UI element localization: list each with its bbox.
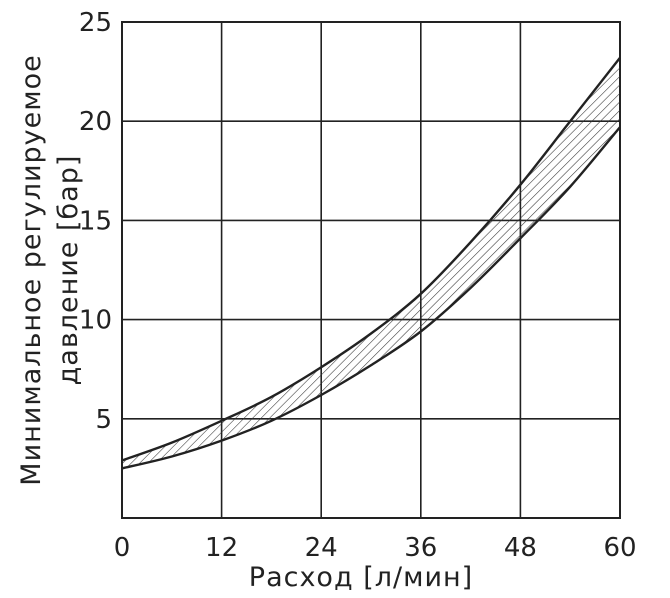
x-tick-label-36: 36	[404, 533, 437, 563]
x-axis-label: Расход [л/мин]	[249, 562, 473, 593]
pressure-band-hatched	[122, 57, 620, 469]
x-tick-label-0: 0	[114, 533, 131, 563]
x-tick-label-60: 60	[603, 533, 636, 563]
y-tick-label-20: 20	[79, 107, 112, 137]
lower-boundary-line	[121, 126, 621, 470]
y-tick-label-10: 10	[79, 306, 112, 336]
y-tick-label-5: 5	[95, 405, 112, 435]
y-tick-label-15: 15	[79, 206, 112, 236]
y-axis-label-line2: давление [бар]	[53, 155, 84, 386]
x-tick-label-48: 48	[504, 533, 537, 563]
plot-frame	[121, 21, 621, 519]
y-axis-label-line1: Минимальное регулируемое	[16, 54, 47, 485]
grid-lines	[122, 22, 620, 518]
x-tick-label-12: 12	[205, 533, 238, 563]
upper-boundary-line	[121, 56, 621, 462]
y-tick-label-25: 25	[79, 8, 112, 38]
x-tick-label-24: 24	[305, 533, 338, 563]
